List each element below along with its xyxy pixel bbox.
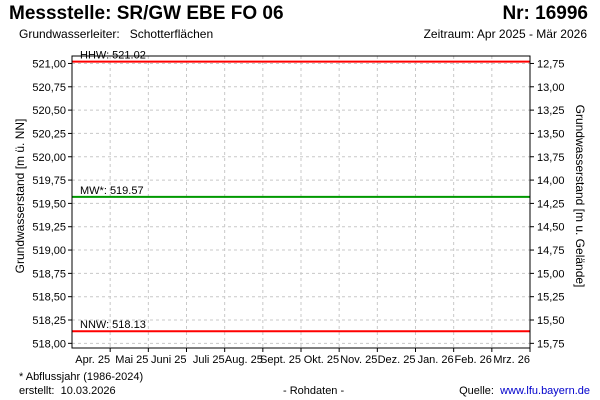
y-axis-label-left: Grundwasserstand [m ü. NN]: [13, 119, 27, 274]
right-y-tick-label: 12,75: [537, 58, 565, 70]
right-axis-ticks: 15,75 15,50 15,25 15,00 14,75 14,50 14,25 14,00…: [530, 58, 565, 350]
right-y-tick-label: 13,75: [537, 152, 565, 164]
right-y-tick-label: 15,50: [537, 315, 565, 327]
x-tick-label: Mrz. 26: [493, 354, 530, 366]
right-y-tick-label: 14,50: [537, 222, 565, 234]
footnote: * Abflussjahr (1986-2024): [19, 371, 144, 383]
nnw-label: NNW: 518.13: [80, 319, 146, 331]
right-y-tick-label: 13,25: [537, 105, 565, 117]
created-value: 10.03.2026: [60, 385, 116, 397]
y-tick-label: 520,25: [32, 128, 66, 140]
right-y-tick-label: 13,50: [537, 128, 565, 140]
left-axis-ticks: 518,00 518,25 518,50 518,75 519,00 519,25 519,…: [32, 58, 72, 350]
y-axis-label-right: Grundwasserstand [m u. Gelände]: [573, 105, 587, 288]
right-y-tick-label: 14,25: [537, 198, 565, 210]
x-tick-label: Sept. 25: [260, 354, 301, 366]
y-tick-label: 520,50: [32, 105, 66, 117]
y-tick-label: 518,75: [32, 268, 66, 280]
y-tick-label: 519,50: [32, 198, 66, 210]
x-tick-label: Dez. 25: [378, 354, 416, 366]
raw-data-note: - Rohdaten -: [283, 385, 345, 397]
right-y-tick-label: 14,00: [537, 175, 565, 187]
y-tick-label: 519,00: [32, 245, 66, 257]
right-y-tick-label: 15,75: [537, 338, 565, 350]
source-label: Quelle:: [459, 385, 494, 397]
y-tick-label: 520,75: [32, 82, 66, 94]
source-link[interactable]: www.lfu.bayern.de: [500, 385, 590, 397]
x-tick-label: Juni 25: [151, 354, 186, 366]
right-y-tick-label: 14,75: [537, 245, 565, 257]
y-tick-label: 518,25: [32, 315, 66, 327]
x-tick-label: Juli 25: [193, 354, 225, 366]
x-tick-label: Jan. 26: [418, 354, 454, 366]
x-tick-label: Feb. 26: [455, 354, 492, 366]
aquifer-info: Grundwasserleiter: Schotterflächen: [19, 27, 213, 41]
aquifer-value: Schotterflächen: [129, 27, 214, 41]
right-y-tick-label: 13,00: [537, 82, 565, 94]
x-tick-label: Okt. 25: [304, 354, 339, 366]
station-number: Nr: 16996: [502, 3, 588, 24]
right-y-tick-label: 15,00: [537, 268, 565, 280]
x-tick-label: Aug. 25: [225, 354, 263, 366]
y-tick-label: 518,50: [32, 292, 66, 304]
grid-lines: [72, 56, 530, 348]
y-tick-label: 519,25: [32, 222, 66, 234]
x-tick-label: Nov. 25: [340, 354, 377, 366]
x-tick-label: Mai 25: [115, 354, 148, 366]
y-tick-label: 519,75: [32, 175, 66, 187]
y-tick-label: 520,00: [32, 152, 66, 164]
source-info: Quelle: www.lfu.bayern.de: [459, 385, 590, 397]
x-axis-ticks: Apr. 25 Mai 25 Juni 25 Juli 25 Aug. 25Sept. …: [75, 348, 531, 366]
aquifer-label: Grundwasserleiter:: [19, 27, 120, 41]
x-tick-label: Apr. 25: [75, 354, 110, 366]
mw-label: MW*: 519.57: [80, 185, 144, 197]
created-label: erstellt:: [19, 385, 55, 397]
station-title: Messstelle: SR/GW EBE FO 06: [9, 3, 284, 24]
y-tick-label: 521,00: [32, 58, 66, 70]
period-label: Zeitraum: Apr 2025 - Mär 2026: [423, 27, 587, 41]
created-date: erstellt: 10.03.2026: [19, 385, 116, 397]
y-tick-label: 518,00: [32, 338, 66, 350]
right-y-tick-label: 15,25: [537, 292, 565, 304]
